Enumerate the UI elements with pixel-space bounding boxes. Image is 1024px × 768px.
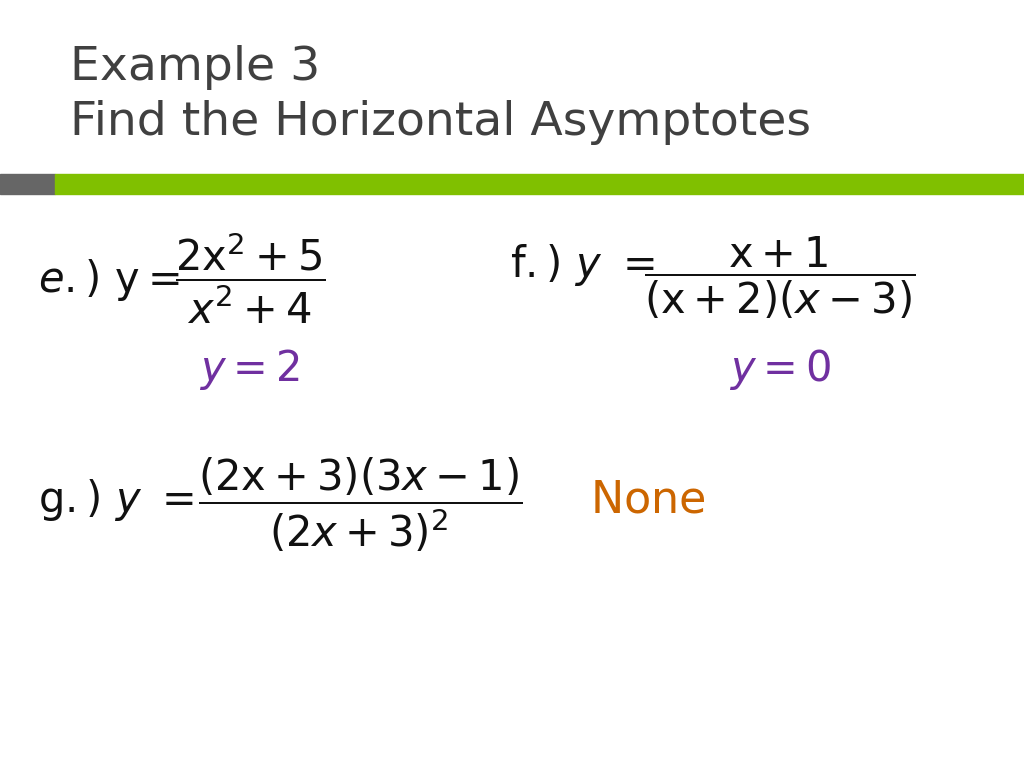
Text: $\mathrm{None}$: $\mathrm{None}$ xyxy=(590,478,706,521)
Text: $y = 0$: $y = 0$ xyxy=(729,347,831,392)
Text: $y = 2$: $y = 2$ xyxy=(200,347,300,392)
Text: $e.)\ \mathrm{y{=}}$: $e.)\ \mathrm{y{=}}$ xyxy=(38,257,180,303)
Text: Example 3: Example 3 xyxy=(70,45,321,90)
Text: $\dfrac{2\mathrm{x}^{2}+5}{x^{2}+4}$: $\dfrac{2\mathrm{x}^{2}+5}{x^{2}+4}$ xyxy=(175,230,326,326)
Text: $\dfrac{\mathrm{x+1}}{(\mathrm{x+2})(x-3)}$: $\dfrac{\mathrm{x+1}}{(\mathrm{x+2})(x-3… xyxy=(644,235,915,321)
Text: $\mathrm{g.)}\ y\ =$: $\mathrm{g.)}\ y\ =$ xyxy=(38,477,195,523)
Text: $\mathrm{f.)}\ y\ =$: $\mathrm{f.)}\ y\ =$ xyxy=(510,242,654,288)
Text: Find the Horizontal Asymptotes: Find the Horizontal Asymptotes xyxy=(70,100,811,145)
Text: $\dfrac{(2\mathrm{x+3})(3x-1)}{(2x+3)^{2}}$: $\dfrac{(2\mathrm{x+3})(3x-1)}{(2x+3)^{2… xyxy=(198,455,522,554)
Bar xyxy=(0,174,55,194)
Bar xyxy=(55,174,1024,194)
